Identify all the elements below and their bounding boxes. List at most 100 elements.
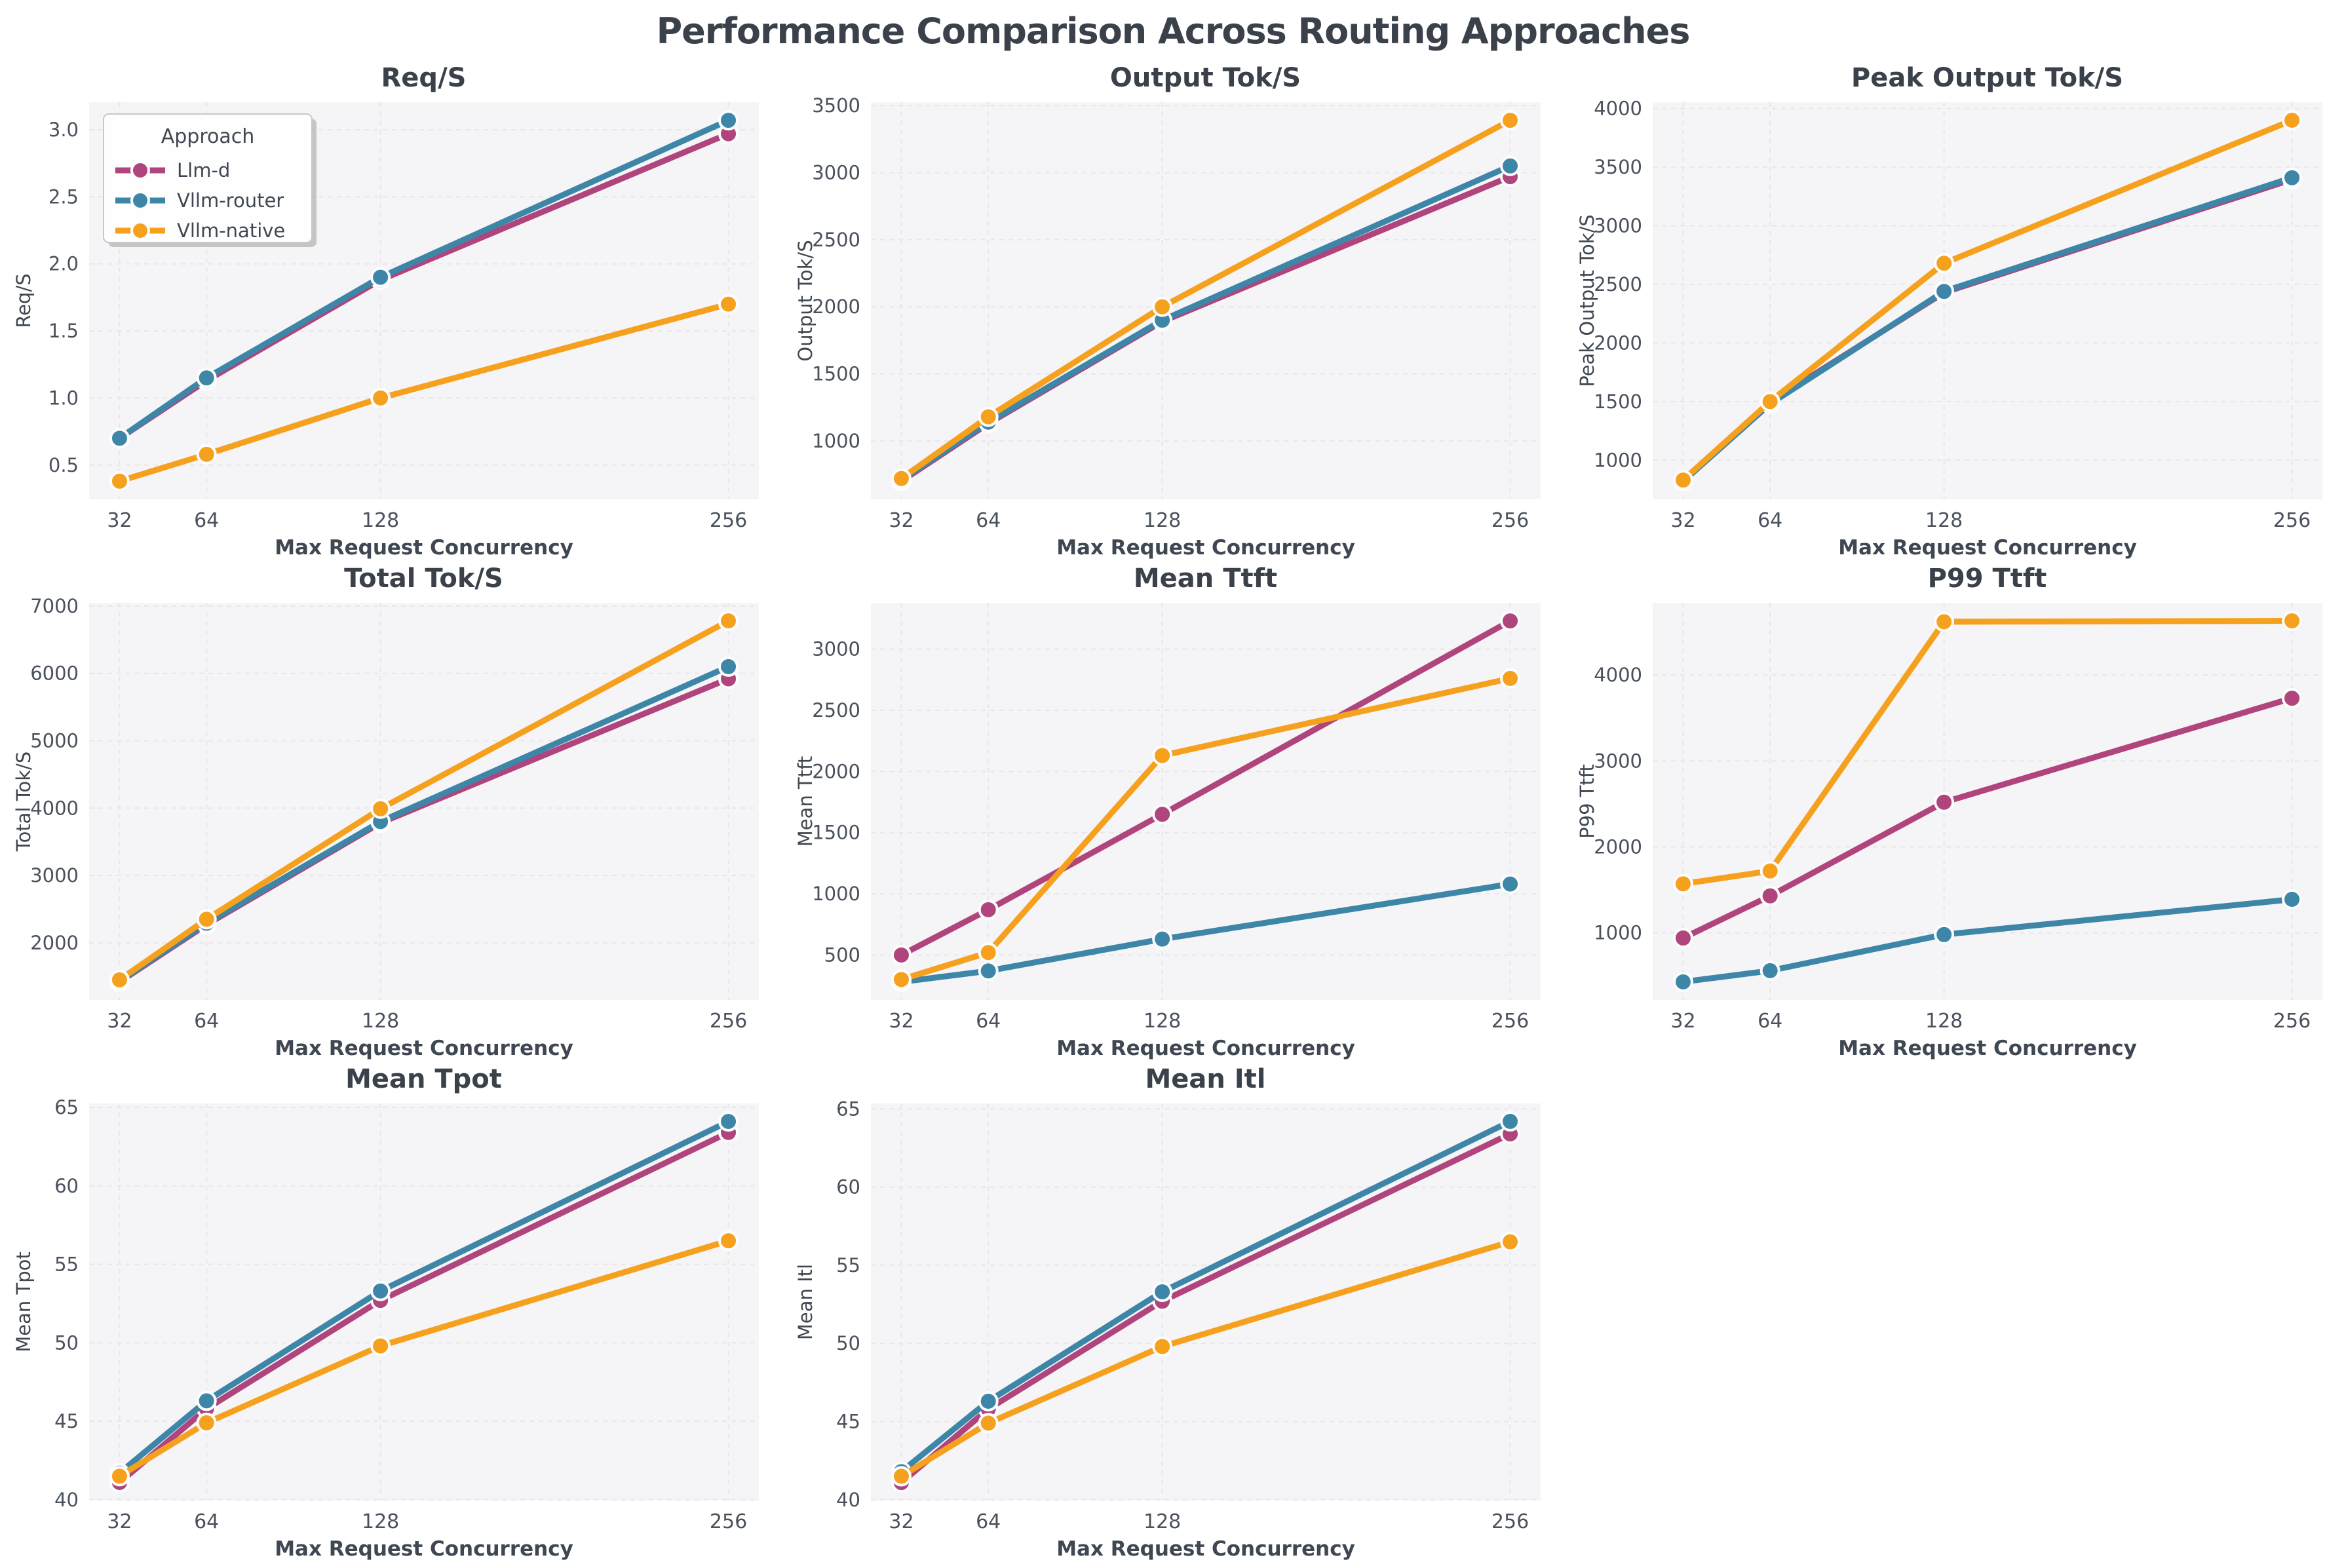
plot-peak-output-tok-s: 1000 1500 2000 2500 3000 3500 4000 32 64 128 256 Ma… <box>1576 98 2322 560</box>
data-point-vllm-native-32 <box>891 1466 912 1487</box>
data-point-vllm-native-64 <box>978 1413 999 1434</box>
y-tick-label: 1.0 <box>48 387 79 409</box>
y-tick-label: 40 <box>836 1489 860 1511</box>
legend-marker-llm-d <box>130 161 150 180</box>
line-vllm-native <box>898 675 1514 983</box>
y-axis-label: Peak Output Tok/S <box>1576 214 1598 387</box>
y-tick-labels: 2000 3000 4000 5000 6000 7000 <box>30 595 79 954</box>
y-tick-label: 500 <box>824 944 860 966</box>
data-point-vllm-native-64 <box>196 444 217 465</box>
line-vllm-native <box>1680 117 2296 484</box>
data-point-vllm-router-256 <box>1500 1111 1521 1132</box>
y-tick-label: 2000 <box>812 760 860 782</box>
y-tick-label: 7000 <box>30 595 79 617</box>
y-tick-label: 45 <box>836 1411 860 1433</box>
x-tick-label: 32 <box>107 1010 132 1033</box>
data-point-vllm-native-256 <box>1500 668 1521 689</box>
line-vllm-native <box>116 1238 732 1480</box>
data-point-vllm-native-32 <box>109 969 130 990</box>
data-point-vllm-router-256 <box>1500 155 1521 176</box>
x-tick-label: 64 <box>1758 1010 1782 1033</box>
data-point-vllm-native-256 <box>2282 611 2303 632</box>
legend-label-vllm-native: Vllm-native <box>177 220 285 242</box>
plot-area <box>1653 102 2322 499</box>
x-axis-label: Max Request Concurrency <box>1838 536 2137 560</box>
data-point-vllm-native-256 <box>718 1231 739 1252</box>
y-axis-label: P99 Ttft <box>1576 764 1598 839</box>
series-vllm-native <box>891 110 1521 489</box>
x-axis-label: Max Request Concurrency <box>1056 1537 1355 1561</box>
chart-total-tok-s: Total Tok/S 2000 3000 4000 5000 6000 7000 32 64 1… <box>0 560 782 1060</box>
x-tick-label: 32 <box>889 1510 913 1533</box>
y-tick-label: 3000 <box>812 161 860 183</box>
series-vllm-native <box>891 1231 1521 1487</box>
line-vllm-router <box>116 1119 732 1476</box>
y-tick-label: 55 <box>836 1254 860 1276</box>
plot-mean-itl: 40 45 50 55 60 65 32 64 128 256 Max Request Concur… <box>794 1098 1541 1561</box>
y-tick-label: 3000 <box>812 638 860 660</box>
data-point-vllm-router-128 <box>370 267 391 288</box>
legend-label-vllm-router: Vllm-router <box>177 189 284 212</box>
x-tick-label: 32 <box>889 1010 913 1033</box>
legend: Approach Llm-d Vllm-router Vllm-native <box>103 113 317 247</box>
y-tick-label: 2000 <box>30 932 79 954</box>
y-axis-label: Output Tok/S <box>794 240 817 361</box>
y-tick-label: 1500 <box>812 822 860 844</box>
series-vllm-native <box>891 668 1521 990</box>
line-vllm-router <box>898 881 1514 985</box>
chart-title-p99-ttft: P99 Ttft <box>1927 564 2047 594</box>
chart-title-output-tok-s: Output Tok/S <box>1109 63 1301 93</box>
plot-area <box>871 1103 1541 1501</box>
x-tick-label: 128 <box>1144 1510 1181 1533</box>
data-point-vllm-native-256 <box>718 611 739 632</box>
x-tick-label: 128 <box>1144 1010 1181 1033</box>
x-tick-label: 32 <box>1670 1010 1695 1033</box>
data-point-vllm-native-64 <box>978 942 999 963</box>
data-point-vllm-native-128 <box>370 798 391 819</box>
data-point-vllm-native-256 <box>2282 110 2303 131</box>
y-tick-labels: 40 45 50 55 60 65 <box>836 1098 860 1510</box>
x-tick-label: 128 <box>362 1510 399 1533</box>
series-vllm-native <box>109 294 739 491</box>
y-axis-label: Mean Tpot <box>12 1252 35 1352</box>
y-tick-label: 55 <box>54 1253 79 1276</box>
series-vllm-router <box>109 1111 739 1483</box>
x-tick-label: 256 <box>2273 509 2311 532</box>
x-tick-label: 128 <box>362 509 399 532</box>
legend-title: Approach <box>161 125 255 148</box>
x-axis-label: Max Request Concurrency <box>1056 1037 1355 1060</box>
series-vllm-router <box>1672 889 2303 992</box>
y-tick-labels: 0.5 1.0 1.5 2.0 2.5 3.0 <box>48 119 79 476</box>
series-vllm-native <box>109 611 739 990</box>
y-tick-label: 2500 <box>812 699 860 721</box>
x-tick-label: 128 <box>1925 509 1963 532</box>
y-tick-label: 4000 <box>1594 98 1642 120</box>
y-tick-label: 65 <box>54 1096 79 1119</box>
legend-label-llm-d: Llm-d <box>177 159 230 182</box>
data-point-vllm-router-64 <box>196 368 217 389</box>
y-tick-label: 2500 <box>812 229 860 251</box>
y-tick-label: 40 <box>54 1489 79 1511</box>
x-tick-labels: 32 64 128 256 <box>107 509 747 532</box>
line-llm-d <box>1680 695 2296 942</box>
y-tick-label: 4000 <box>30 797 79 819</box>
y-tick-label: 65 <box>836 1098 860 1120</box>
data-point-vllm-router-128 <box>1934 281 1955 302</box>
data-point-vllm-router-64 <box>978 1391 999 1411</box>
x-tick-label: 64 <box>194 509 219 532</box>
y-axis-label: Total Tok/S <box>12 752 35 852</box>
x-tick-labels: 32 64 128 256 <box>1670 1010 2311 1033</box>
x-axis-label: Max Request Concurrency <box>275 1537 573 1561</box>
y-tick-labels: 1000 1500 2000 2500 3000 3500 4000 <box>1594 98 1642 472</box>
y-tick-label: 50 <box>836 1332 860 1354</box>
x-tick-labels: 32 64 128 256 <box>889 1510 1529 1533</box>
line-vllm-native <box>116 618 732 983</box>
data-point-vllm-native-256 <box>1500 110 1521 131</box>
y-tick-label: 1000 <box>812 883 860 905</box>
y-tick-label: 2000 <box>1594 332 1642 354</box>
data-point-llm-d-256 <box>1500 611 1521 632</box>
data-point-vllm-native-256 <box>1500 1231 1521 1252</box>
y-tick-label: 1500 <box>1594 391 1642 413</box>
y-tick-label: 0.5 <box>48 454 79 476</box>
line-vllm-native <box>898 117 1514 482</box>
